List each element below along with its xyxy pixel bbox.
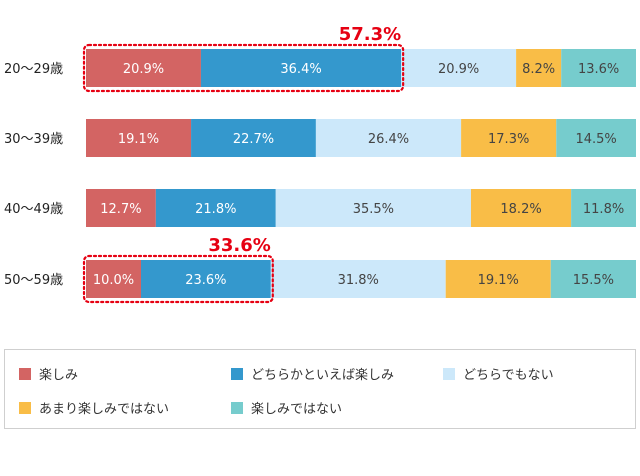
bar-segment <box>556 119 636 157</box>
data-label: 12.7% <box>100 202 141 217</box>
highlight-box <box>82 43 405 93</box>
legend-label: どちらかといえば楽しみ <box>251 368 395 383</box>
highlight-label: 57.3% <box>339 24 401 45</box>
bar-segment <box>561 49 636 87</box>
category-label: 20〜29歳 <box>4 62 63 77</box>
data-label: 35.5% <box>353 202 394 217</box>
data-label: 20.9% <box>438 62 479 77</box>
data-label: 11.8% <box>583 202 624 217</box>
bar-segment <box>550 260 636 298</box>
data-label: 36.4% <box>280 62 321 77</box>
bar-segment <box>401 49 517 87</box>
legend-item: あまり楽しみではない <box>19 398 169 417</box>
bar-segment <box>86 189 156 227</box>
legend-swatch <box>231 367 243 380</box>
data-label: 21.8% <box>195 202 236 217</box>
legend-item: どちらでもない <box>443 364 554 383</box>
bar-segment <box>270 260 446 298</box>
bar-segment <box>471 189 572 227</box>
legend-label: 楽しみではない <box>251 402 343 417</box>
bar-segment <box>516 49 562 87</box>
data-label: 19.1% <box>478 273 519 288</box>
bar-segment <box>461 119 557 157</box>
bar-segment <box>571 189 636 227</box>
bar-segment <box>315 119 462 157</box>
highlight-label: 33.6% <box>208 235 270 256</box>
bar-segment <box>275 189 471 227</box>
legend-swatch <box>19 401 31 414</box>
data-label: 23.6% <box>185 273 226 288</box>
data-label: 19.1% <box>118 132 159 147</box>
category-label: 30〜39歳 <box>4 132 63 147</box>
legend-swatch <box>231 401 243 414</box>
data-label: 18.2% <box>500 202 541 217</box>
bar-segment <box>191 119 316 157</box>
data-label: 13.6% <box>578 62 619 77</box>
legend-swatch <box>19 367 31 380</box>
legend-label: どちらでもない <box>463 368 554 383</box>
bar-segment <box>155 189 276 227</box>
legend-item: 楽しみではない <box>231 398 342 417</box>
data-label: 20.9% <box>123 62 164 77</box>
stacked-bar-chart: 20〜29歳 20.9% 36.4% 20.9% 8.2% 13.6% 30〜39歳 19.1… <box>4 24 636 304</box>
data-label: 14.5% <box>575 132 616 147</box>
legend: 楽しみ どちらかといえば楽しみ どちらでもないあまり楽しみではない 楽しみではない <box>4 349 636 429</box>
legend-label: 楽しみ <box>39 368 79 383</box>
data-label: 8.2% <box>522 62 555 77</box>
legend-swatch <box>443 367 455 380</box>
bar-segment <box>86 49 201 87</box>
legend-label: あまり楽しみではない <box>39 402 170 417</box>
bar-segment <box>86 119 192 157</box>
data-label: 17.3% <box>488 132 529 147</box>
bar-segment <box>141 260 271 298</box>
data-label: 10.0% <box>93 273 134 288</box>
legend-item: どちらかといえば楽しみ <box>231 364 394 383</box>
legend-item: 楽しみ <box>19 364 78 383</box>
data-label: 22.7% <box>233 132 274 147</box>
data-label: 15.5% <box>573 273 614 288</box>
category-label: 50〜59歳 <box>4 273 63 288</box>
bar-segment <box>200 49 402 87</box>
data-label: 26.4% <box>368 132 409 147</box>
bar-segment <box>445 260 551 298</box>
bar-segment <box>86 260 141 298</box>
highlight-box <box>82 254 274 304</box>
data-label: 31.8% <box>338 273 379 288</box>
category-label: 40〜49歳 <box>4 202 63 217</box>
